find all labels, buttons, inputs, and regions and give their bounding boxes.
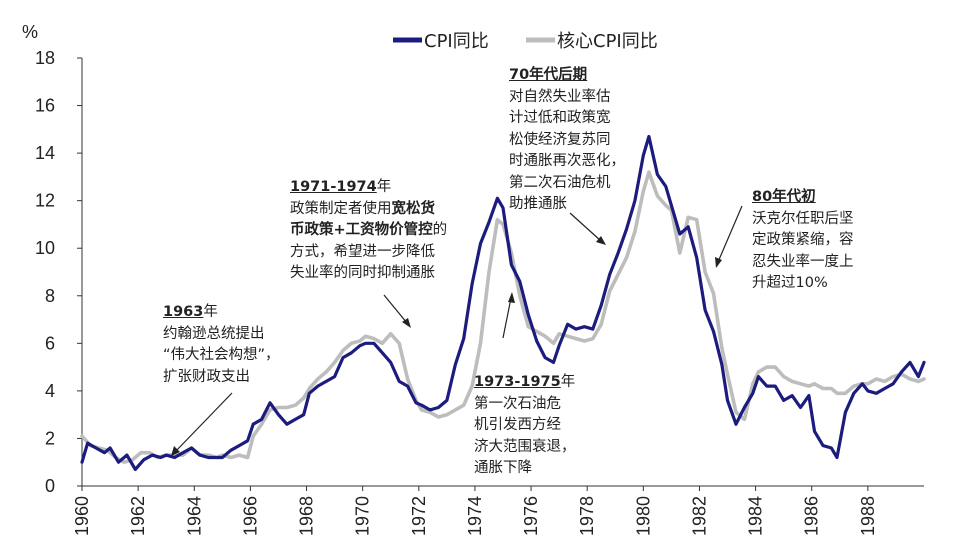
annotation-70s-line: 对自然失业率估 [509, 88, 611, 105]
annotation-70s-line: 助推通胀 [509, 196, 567, 212]
annotation-1963-line: 约翰逊总统提出 [163, 325, 265, 342]
x-tick-label: 1962 [128, 496, 148, 536]
arrow-70s [569, 212, 602, 242]
x-tick-label: 1980 [633, 496, 653, 536]
x-tick-label: 1988 [858, 496, 878, 536]
arrow-1963-head [171, 446, 180, 456]
annotation-70s-line: 第二次石油危机 [509, 174, 611, 191]
y-tick-label: 8 [45, 286, 55, 306]
y-tick-label: 6 [45, 333, 55, 353]
x-axis-ticks: 1960 1962 1964 1966 1968 1970 1972 1974 1976 1978… [72, 486, 878, 536]
x-tick-label: 1982 [689, 496, 709, 536]
y-tick-label: 14 [35, 143, 55, 163]
x-tick-label: 1960 [72, 496, 92, 536]
annotation-1971-1974: 1971-1974年 政策制定者使用宽松货 币政策+工资物价管控的 方式，希望进… [290, 177, 447, 285]
x-tick-label: 1984 [746, 496, 766, 536]
arrow-1971 [383, 294, 408, 324]
annotation-1973-line: 通胀下降 [474, 460, 532, 476]
annotation-80s-line: 升超过10% [752, 275, 828, 291]
annotation-70s-line: 时通胀再次恶化， [509, 153, 625, 169]
x-tick-label: 1976 [521, 496, 541, 536]
arrow-80s [717, 205, 743, 263]
annotation-70s-line: 松使经济复苏同 [509, 131, 611, 148]
x-tick-label: 1968 [297, 496, 317, 536]
series-cpi [80, 134, 926, 471]
annotation-80s-heading: 80年代初 [752, 189, 816, 205]
x-tick-label: 1966 [240, 496, 260, 536]
y-tick-label: 4 [45, 381, 55, 401]
annotation-late-70s: 70年代后期 对自然失业率估 计过低和政策宽 松使经济复苏同 时通胀再次恶化， … [509, 65, 625, 216]
annotation-70s-heading: 70年代后期 [509, 67, 588, 83]
y-tick-label: 16 [35, 96, 55, 116]
legend: CPI同比 核心CPI同比 [393, 31, 658, 52]
y-axis-ticks: 0 2 4 6 8 10 12 14 16 18 [35, 48, 82, 496]
annotation-80s-line: 忍失业率一度上 [752, 253, 854, 270]
x-tick-label: 1972 [409, 496, 429, 536]
y-tick-label: 2 [45, 428, 55, 448]
annotation-1973-1975: 1973-1975年 第一次石油危 机引发西方经 济大范围衰退， 通胀下降 [474, 372, 576, 480]
annotation-1973-line: 济大范围衰退， [474, 438, 576, 455]
y-tick-label: 18 [35, 48, 55, 68]
arrow-80s-head [715, 257, 722, 268]
legend-label-core-cpi: 核心CPI同比 [557, 31, 658, 52]
annotation-1971-line: 方式，希望进一步降低 [290, 243, 435, 260]
annotation-1971-line: 失业率的同时抑制通胀 [290, 265, 435, 281]
x-tick-label: 1974 [465, 496, 485, 536]
x-tick-label: 1964 [184, 496, 204, 536]
annotation-80s-line: 定政策紧缩，容 [752, 232, 854, 248]
y-tick-label: 0 [45, 476, 55, 496]
annotation-early-80s: 80年代初 沃克尔任职后坚 定政策紧缩，容 忍失业率一度上 升超过10% [752, 187, 854, 295]
annotation-1973-line: 机引发西方经 [474, 417, 561, 433]
y-unit-label: % [22, 22, 38, 42]
x-tick-label: 1970 [353, 496, 373, 536]
arrow-1973 [502, 297, 512, 339]
x-tick-label: 1986 [802, 496, 822, 536]
annotation-1963-line: 扩张财政支出 [163, 368, 250, 385]
arrow-1963 [174, 392, 233, 453]
annotation-1973-line: 第一次石油危 [474, 395, 561, 412]
arrow-1973-head [508, 292, 515, 303]
annotation-70s-line: 计过低和政策宽 [509, 110, 611, 126]
y-tick-label: 12 [35, 191, 55, 211]
arrow-70s-head [596, 236, 606, 245]
legend-label-cpi: CPI同比 [424, 31, 489, 52]
annotation-1963-heading: 1963 [163, 304, 204, 320]
axes [81, 58, 924, 487]
annotation-arrows [171, 205, 743, 456]
series-line [80, 134, 926, 471]
y-tick-label: 10 [35, 238, 55, 258]
annotation-1963-line: “伟大社会构想”， [163, 347, 280, 363]
annotation-1963: 1963年 约翰逊总统提出 “伟大社会构想”， 扩张财政支出 [163, 302, 280, 388]
annotation-1971-heading: 1971-1974 [290, 179, 377, 195]
annotation-1973-heading: 1973-1975 [474, 374, 561, 390]
arrow-1971-head [402, 318, 411, 328]
annotation-80s-line: 沃克尔任职后坚 [752, 210, 854, 227]
x-tick-label: 1978 [577, 496, 597, 536]
